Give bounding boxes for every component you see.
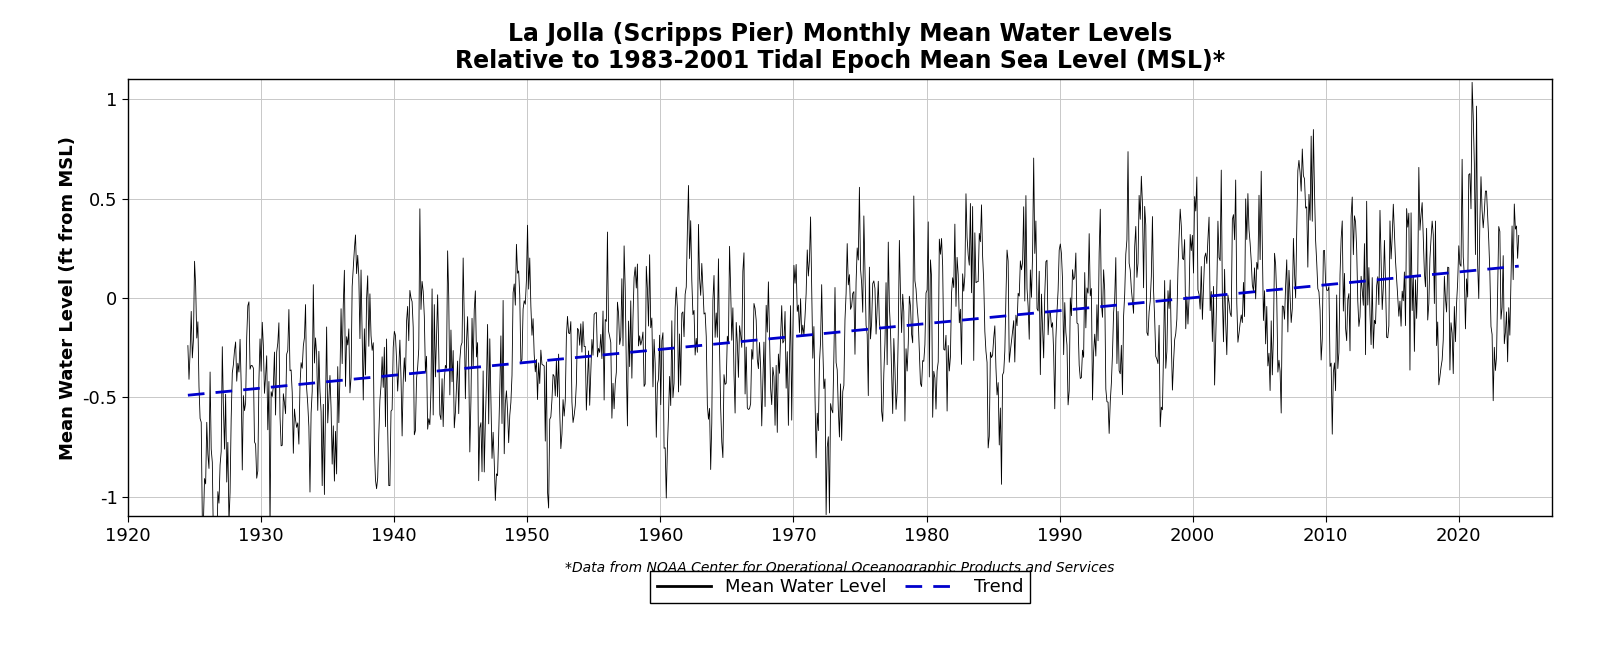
Legend: Mean Water Level, Trend: Mean Water Level, Trend bbox=[650, 571, 1030, 604]
Title: La Jolla (Scripps Pier) Monthly Mean Water Levels
Relative to 1983-2001 Tidal Ep: La Jolla (Scripps Pier) Monthly Mean Wat… bbox=[454, 22, 1226, 73]
Text: *Data from NOAA Center for Operational Oceanographic Products and Services: *Data from NOAA Center for Operational O… bbox=[565, 561, 1115, 575]
Y-axis label: Mean Water Level (ft from MSL): Mean Water Level (ft from MSL) bbox=[59, 136, 77, 460]
